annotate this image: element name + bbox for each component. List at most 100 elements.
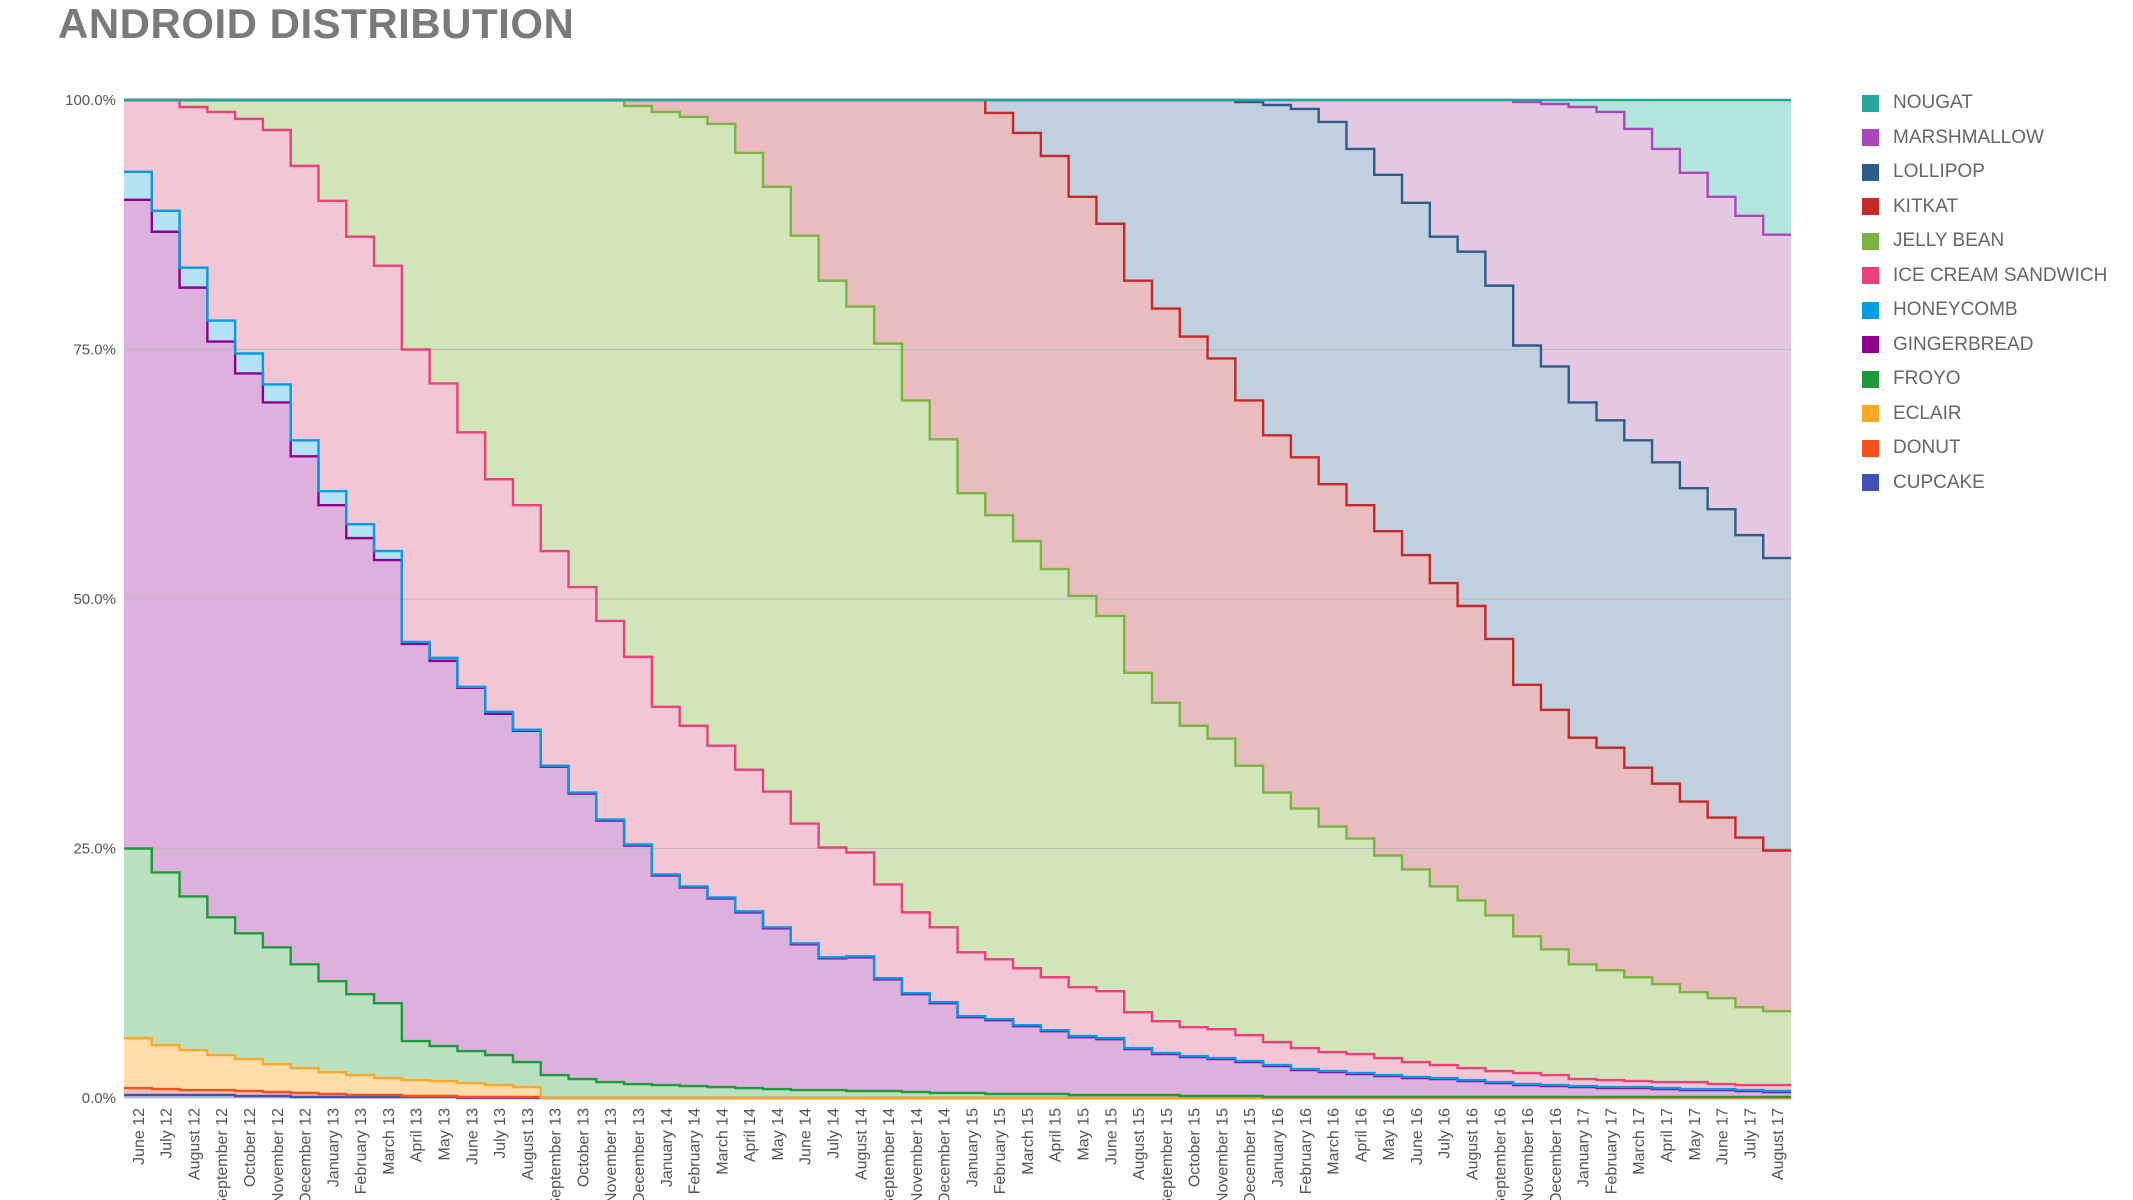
chart-title: ANDROID DISTRIBUTION	[58, 0, 575, 47]
x-tick-label: May 14	[770, 1108, 787, 1161]
x-tick-label: November 15	[1214, 1108, 1231, 1200]
x-tick-label: December 13	[631, 1108, 648, 1200]
legend-item-ice-cream-sandwich[interactable]: ICE CREAM SANDWICH	[1862, 259, 2107, 294]
legend-item-jelly-bean[interactable]: JELLY BEAN	[1862, 224, 2107, 259]
x-tick-label: October 13	[575, 1108, 592, 1187]
legend-item-froyo[interactable]: FROYO	[1862, 362, 2107, 397]
x-tick-label: November 16	[1520, 1108, 1537, 1200]
x-tick-label: August 16	[1464, 1108, 1481, 1180]
legend-swatch	[1862, 163, 1879, 181]
x-tick-label: August 14	[853, 1108, 870, 1180]
x-tick-label: July 13	[492, 1108, 509, 1159]
y-tick-label: 75.0%	[73, 342, 116, 359]
x-tick-label: May 16	[1381, 1108, 1398, 1161]
x-tick-label: January 14	[659, 1108, 676, 1187]
legend-label: KITKAT	[1893, 195, 1959, 217]
x-tick-label: January 13	[325, 1108, 342, 1187]
legend-swatch	[1862, 232, 1879, 250]
legend-label: CUPCAKE	[1893, 471, 1985, 493]
x-tick-label: October 12	[242, 1108, 259, 1187]
legend-swatch	[1862, 405, 1879, 423]
x-tick-label: July 14	[825, 1108, 842, 1159]
legend-label: NOUGAT	[1893, 92, 1973, 114]
legend-item-gingerbread[interactable]: GINGERBREAD	[1862, 328, 2107, 363]
legend-item-nougat[interactable]: NOUGAT	[1862, 86, 2107, 121]
y-tick-label: 50.0%	[73, 591, 116, 608]
legend-label: MARSHMALLOW	[1893, 126, 2044, 148]
x-tick-label: September 12	[214, 1108, 231, 1200]
legend-label: DONUT	[1893, 437, 1961, 459]
x-tick-label: February 17	[1603, 1108, 1620, 1194]
x-tick-label: March 16	[1326, 1108, 1343, 1175]
x-tick-label: August 17	[1770, 1108, 1787, 1180]
x-tick-label: December 15	[1242, 1108, 1259, 1200]
x-tick-label: January 16	[1270, 1108, 1287, 1187]
y-tick-label: 100.0%	[65, 92, 116, 109]
x-axis: June 12 July 12 August 12 September 12 Octob…	[131, 1108, 1787, 1200]
series-line-ice-cream-sandwich	[124, 98, 1791, 1087]
x-tick-label: June 12	[131, 1108, 148, 1165]
legend-item-kitkat[interactable]: KITKAT	[1862, 190, 2107, 225]
legend-item-lollipop[interactable]: LOLLIPOP	[1862, 155, 2107, 190]
legend: NOUGAT MARSHMALLOW LOLLIPOP KITKAT JELLY BEA…	[1862, 86, 2107, 500]
y-axis: 0.0% 25.0% 50.0% 75.0% 100.0%	[65, 92, 116, 1107]
legend-swatch	[1862, 129, 1879, 147]
x-tick-label: June 16	[1409, 1108, 1426, 1165]
series-line-honeycomb	[124, 170, 1791, 1093]
legend-swatch	[1862, 198, 1879, 216]
area-gingerbread	[124, 199, 1791, 1099]
x-tick-label: September 16	[1492, 1108, 1509, 1200]
x-tick-label: February 13	[353, 1108, 370, 1194]
x-tick-label: March 14	[714, 1108, 731, 1175]
x-tick-label: January 15	[964, 1108, 981, 1187]
legend-label: ICE CREAM SANDWICH	[1893, 264, 2108, 286]
x-tick-label: September 13	[548, 1108, 565, 1200]
x-tick-label: August 13	[520, 1108, 537, 1180]
x-tick-label: September 15	[1159, 1108, 1176, 1200]
legend-label: FROYO	[1893, 368, 1961, 390]
series-line-froyo	[124, 847, 1791, 1099]
x-tick-label: July 16	[1437, 1108, 1454, 1159]
x-tick-label: July 12	[159, 1108, 176, 1159]
legend-label: LOLLIPOP	[1893, 161, 1985, 183]
x-tick-label: April 17	[1659, 1108, 1676, 1162]
x-tick-label: May 15	[1076, 1108, 1093, 1161]
legend-label: HONEYCOMB	[1893, 299, 2018, 321]
boundary-lines	[124, 98, 1791, 1100]
x-tick-label: December 12	[298, 1108, 315, 1200]
x-tick-label: November 13	[603, 1108, 620, 1200]
x-tick-label: November 12	[270, 1108, 287, 1200]
x-tick-label: April 13	[409, 1108, 426, 1162]
legend-label: GINGERBREAD	[1893, 333, 2034, 355]
legend-item-honeycomb[interactable]: HONEYCOMB	[1862, 293, 2107, 328]
legend-label: JELLY BEAN	[1893, 230, 2005, 252]
x-tick-label: July 17	[1742, 1108, 1759, 1159]
legend-label: ECLAIR	[1893, 402, 1962, 424]
x-tick-label: June 17	[1715, 1108, 1732, 1165]
x-tick-label: August 15	[1131, 1108, 1148, 1180]
legend-swatch	[1862, 267, 1879, 285]
legend-item-eclair[interactable]: ECLAIR	[1862, 397, 2107, 432]
x-tick-label: March 17	[1631, 1108, 1648, 1175]
x-tick-label: December 14	[937, 1108, 954, 1200]
x-tick-label: February 14	[687, 1108, 704, 1194]
legend-swatch	[1862, 439, 1879, 457]
x-tick-label: November 14	[909, 1108, 926, 1200]
legend-swatch	[1862, 94, 1879, 112]
x-tick-label: June 15	[1103, 1108, 1120, 1165]
legend-swatch	[1862, 474, 1879, 492]
x-tick-label: October 15	[1187, 1108, 1204, 1187]
x-tick-label: June 14	[798, 1108, 815, 1165]
x-tick-label: June 13	[464, 1108, 481, 1165]
legend-item-marshmallow[interactable]: MARSHMALLOW	[1862, 121, 2107, 156]
y-tick-label: 25.0%	[73, 841, 116, 858]
x-tick-label: April 14	[742, 1108, 759, 1162]
x-tick-label: September 14	[881, 1108, 898, 1200]
x-tick-label: January 17	[1576, 1108, 1593, 1187]
legend-swatch	[1862, 301, 1879, 319]
x-tick-label: March 15	[1020, 1108, 1037, 1175]
legend-item-cupcake[interactable]: CUPCAKE	[1862, 466, 2107, 501]
x-tick-label: May 13	[437, 1108, 454, 1161]
legend-item-donut[interactable]: DONUT	[1862, 431, 2107, 466]
